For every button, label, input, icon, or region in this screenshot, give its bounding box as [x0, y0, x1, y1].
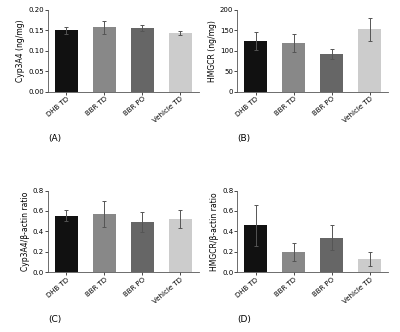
Bar	[320, 237, 343, 272]
Bar	[169, 33, 192, 92]
Bar	[131, 222, 154, 272]
Bar	[169, 219, 192, 272]
Y-axis label: HMGCR/β-actin ratio: HMGCR/β-actin ratio	[210, 192, 219, 271]
Y-axis label: HMGCR (ng/mg): HMGCR (ng/mg)	[208, 20, 217, 82]
Bar	[358, 259, 381, 272]
Bar	[358, 29, 381, 92]
Y-axis label: Cyp3A4/β-actin ratio: Cyp3A4/β-actin ratio	[21, 192, 30, 271]
Bar	[55, 215, 78, 272]
Bar	[244, 41, 267, 92]
Bar	[320, 54, 343, 92]
Y-axis label: Cyp3A4 (ng/mg): Cyp3A4 (ng/mg)	[16, 20, 25, 82]
Bar	[93, 27, 116, 92]
Bar	[244, 225, 267, 272]
Bar	[282, 252, 305, 272]
Text: (B): (B)	[238, 134, 250, 143]
Text: (D): (D)	[238, 315, 251, 324]
Bar	[131, 28, 154, 92]
Text: (A): (A)	[48, 134, 61, 143]
Bar	[93, 214, 116, 272]
Text: (C): (C)	[48, 315, 61, 324]
Bar	[282, 42, 305, 92]
Bar	[55, 31, 78, 92]
